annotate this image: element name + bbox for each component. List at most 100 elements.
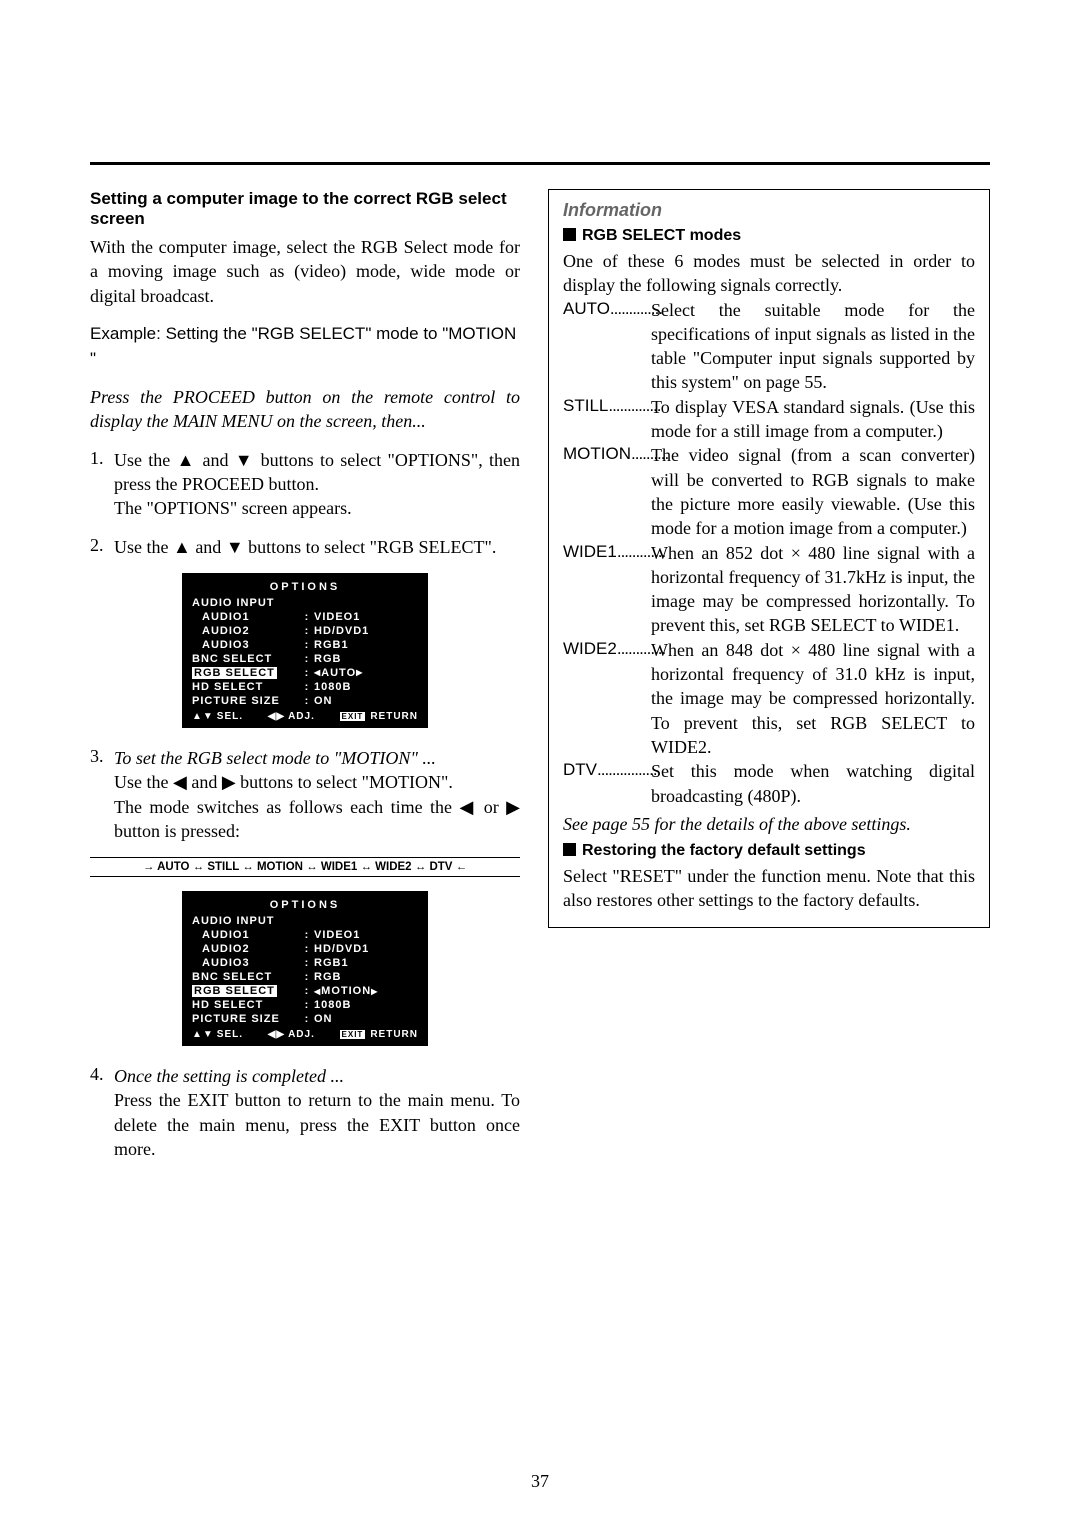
t: button is pressed: [114,821,240,841]
mode-val: Set this mode when watching digital broa… [651,759,975,808]
osd-menu-2: OPTIONS AUDIO INPUT AUDIO1:VIDEO1 AUDIO2… [182,891,428,1046]
osd-menu-1: OPTIONS AUDIO INPUT AUDIO1:VIDEO1 AUDIO2… [182,573,428,728]
step-body: Once the setting is completed ... Press … [114,1064,520,1161]
step-2: 2. Use the ▲ and ▼ buttons to select "RG… [90,535,520,559]
up-triangle-icon: ▲ [173,537,191,557]
osd-label: AUDIO3 [202,639,300,651]
step-number: 3. [90,746,108,843]
down-triangle-icon: ▼ [226,537,244,557]
left-triangle-icon: ◀ [173,772,187,792]
osd-value: 1080B [314,999,351,1011]
osd-title: OPTIONS [192,899,418,911]
mode-cycle-row: → AUTO ↔ STILL ↔ MOTION ↔ WIDE1 ↔ WIDE2 … [90,857,520,877]
osd-value: RGB [314,971,341,983]
t: buttons to select "MOTION". [236,772,453,792]
step-body: To set the RGB select mode to "MOTION" .… [114,746,520,843]
osd-value: VIDEO1 [314,611,360,623]
exit-icon: EXIT [340,712,366,721]
step-number: 2. [90,535,108,559]
t: and [196,450,235,470]
mode-val: Select the suitable mode for the specifi… [651,298,975,395]
left-triangle-icon: ◀ [459,797,476,817]
osd-value: HD/DVD1 [314,625,369,637]
step-number: 1. [90,448,108,521]
osd-label: AUDIO INPUT [192,597,300,609]
t: Restoring the factory default settings [582,842,866,859]
right-small-triangle-icon: ▶ [356,668,363,677]
osd-label: BNC SELECT [192,653,300,665]
right-triangle-icon: ▶ [222,772,236,792]
left-small-triangle-icon: ◀ [314,668,321,677]
osd-label: AUDIO INPUT [192,915,300,927]
mode-key: WIDE1............. [563,541,651,638]
example-text: Example: Setting the "RGB SELECT" mode t… [90,322,520,371]
cycle-text: → AUTO ↔ STILL ↔ MOTION ↔ WIDE1 ↔ WIDE2 … [90,858,520,876]
mode-val: When an 848 dot × 480 line signal with a… [651,638,975,759]
updown-icon: ▲▼ [192,1029,214,1040]
mode-key: AUTO.............. [563,298,651,395]
t: and [187,772,222,792]
osd-highlight: RGB SELECT [192,667,277,679]
t: The "OPTIONS" screen appears. [114,498,352,518]
square-bullet-icon [563,228,576,241]
right-triangle-icon: ▶ [506,797,520,817]
t: RGB SELECT modes [582,227,741,244]
osd-value: RGB1 [314,957,349,969]
mode-key: MOTION.......... [563,443,651,540]
mode-row: WIDE1............. When an 852 dot × 480… [563,541,975,638]
osd-value: HD/DVD1 [314,943,369,955]
step-1: 1. Use the ▲ and ▼ buttons to select "OP… [90,448,520,521]
intro-text: With the computer image, select the RGB … [90,235,520,308]
up-triangle-icon: ▲ [177,450,197,470]
osd-sel: SEL. [217,1029,243,1040]
osd-label: AUDIO3 [202,957,300,969]
mode-key: WIDE2............. [563,638,651,759]
mode-row: STILL.............. To display VESA stan… [563,395,975,444]
sub-heading: Restoring the factory default settings [563,842,975,860]
osd-footer: ▲▼SEL. ◀▶ADJ. EXITRETURN [192,711,418,722]
down-triangle-icon: ▼ [235,450,255,470]
k: MOTION [563,444,631,463]
left-small-triangle-icon: ◀ [314,987,321,996]
info-intro: One of these 6 modes must be selected in… [563,249,975,298]
step-body: Use the ▲ and ▼ buttons to select "OPTIO… [114,448,520,521]
t: The mode switches as follows each time t… [114,797,459,817]
step-body: Use the ▲ and ▼ buttons to select "RGB S… [114,535,520,559]
mode-key: DTV................. [563,759,651,808]
osd-value: MOTION [321,985,371,997]
see-page: See page 55 for the details of the above… [563,812,975,836]
osd-value: ON [314,695,333,707]
osd-footer: ▲▼SEL. ◀▶ADJ. EXITRETURN [192,1029,418,1040]
osd-highlight: RGB SELECT [192,985,277,997]
osd-label: PICTURE SIZE [192,1013,300,1025]
k: DTV [563,760,597,779]
updown-icon: ▲▼ [192,711,214,722]
left-column: Setting a computer image to the correct … [90,189,520,1175]
mode-val: To display VESA standard signals. (Use t… [651,395,975,444]
right-small-triangle-icon: ▶ [371,987,378,996]
osd-return: RETURN [370,1029,418,1040]
osd-sel: SEL. [217,711,243,722]
info-title: Information [563,200,975,221]
step-number: 4. [90,1064,108,1161]
osd-value: RGB1 [314,639,349,651]
k: AUTO [563,299,610,318]
t: To set the RGB select mode to "MOTION" .… [114,748,436,768]
leftright-icon: ◀▶ [268,711,285,722]
osd-value: AUTO [321,667,356,679]
mode-row: AUTO.............. Select the suitable m… [563,298,975,395]
t: Once the setting is completed ... [114,1066,344,1086]
step-4: 4. Once the setting is completed ... Pre… [90,1064,520,1161]
osd-label: BNC SELECT [192,971,300,983]
page-rule [90,162,990,165]
osd-label: AUDIO2 [202,625,300,637]
exit-icon: EXIT [340,1030,366,1039]
osd-label: AUDIO1 [202,929,300,941]
page-number: 37 [0,1471,1080,1492]
k: WIDE1 [563,542,617,561]
section-heading: Setting a computer image to the correct … [90,189,520,229]
press-instruction: Press the PROCEED button on the remote c… [90,385,520,434]
osd-adj: ADJ. [288,1029,315,1040]
mode-row: DTV................. Set this mode when … [563,759,975,808]
step-3: 3. To set the RGB select mode to "MOTION… [90,746,520,843]
